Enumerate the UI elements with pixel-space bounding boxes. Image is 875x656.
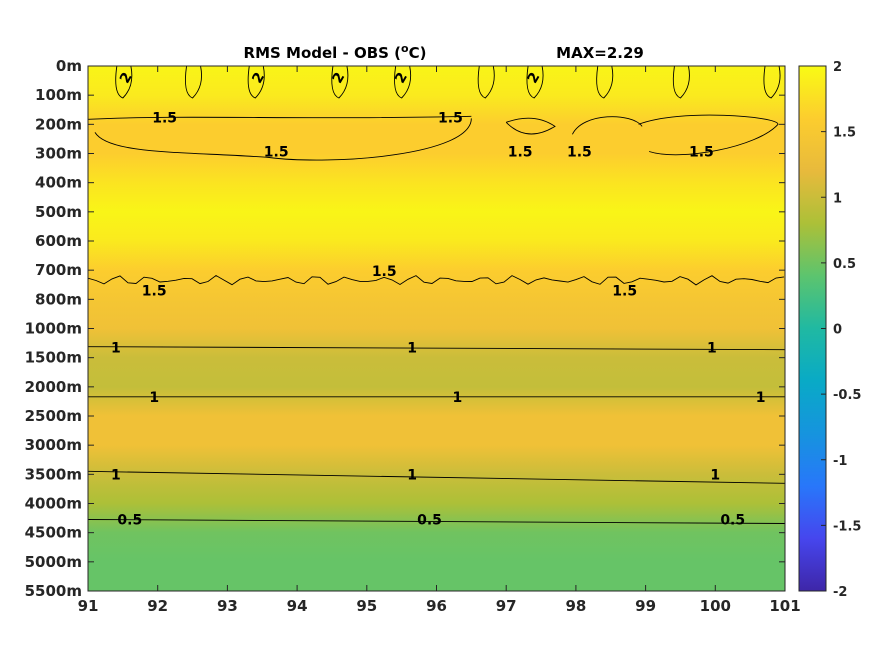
y-tick-label: 0m [56,57,82,75]
colorbar-tick-label: 1.5 [833,126,856,141]
x-tick-label: 101 [769,597,800,615]
x-axis: 91 92 93 94 95 96 97 98 99 100 101 [78,66,801,615]
contour-2-line [526,65,544,99]
contour-label: 1.5 [264,145,289,161]
y-axis: 0m 100m 200m 300m 400m 500m 600m 700m 800m 1000m 1… [25,57,785,600]
contour-label: 1 [111,341,121,357]
colorbar-tick-label: 0.5 [833,257,856,272]
contour-label: 1 [453,390,463,406]
max-annotation: MAX=2.29 [556,44,644,62]
y-tick-label: 600m [35,232,82,250]
colorbar-tick-label: 1 [833,191,842,206]
colorbar-tick-label: -1.5 [833,519,861,534]
contour-2-line [596,65,614,99]
contour-label: 0.5 [117,513,142,529]
contour-label: 1.5 [438,110,463,126]
y-tick-label: 5500m [25,582,82,600]
y-tick-label: 400m [35,174,82,192]
y-tick-label: 200m [35,115,82,133]
contour-1-line [87,346,786,351]
contour-2-line [477,65,495,99]
contour-label: 0.5 [417,513,442,529]
y-tick-label: 2500m [25,407,82,425]
contour-0.5-line [87,519,786,524]
x-tick-label: 98 [565,597,586,615]
y-tick-label: 3500m [25,465,82,483]
colorbar-tick-label: -0.5 [833,388,861,403]
contour-1.5-line [572,116,643,135]
contour-label: 1.5 [142,283,167,299]
contour-2-line [394,65,412,99]
contour-label: 1 [407,467,417,483]
contour-1-line [87,470,786,484]
contour-label: 0.5 [720,513,745,529]
contour-label: 1.5 [372,264,397,280]
x-tick-label: 96 [426,597,447,615]
x-tick-label: 94 [287,597,308,615]
x-tick-label: 100 [700,597,731,615]
contour-label: 1 [756,390,766,406]
contour-1.5-line [505,117,556,135]
contour-2-line [672,65,690,99]
contour-label: 1.5 [508,145,533,161]
contour-label: 1.5 [612,283,637,299]
contour-lines [87,65,786,524]
x-tick-label: 93 [217,597,238,615]
y-tick-label: 300m [35,145,82,163]
x-tick-label: 92 [147,597,168,615]
y-tick-label: 500m [35,203,82,221]
contour-1.5-line [87,274,785,286]
x-tick-label: 99 [635,597,656,615]
contour-2-line [115,65,133,99]
y-tick-label: 3000m [25,436,82,454]
colorbar-axis: 2 1.5 1 0.5 0 -0.5 -1 -1.5 -2 [821,60,861,600]
x-tick-label: 95 [356,597,377,615]
contour-1.5-line [94,118,472,161]
contour-1.5-line [638,114,779,156]
contour-label: 1.5 [689,145,714,161]
contour-2-line [247,65,265,99]
contour-label: 1 [710,467,720,483]
contour-2-line [331,65,349,99]
contour-1.5-line [87,115,472,120]
contour-label: 1 [111,467,121,483]
colorbar-tick-label: 2 [833,60,842,75]
contour-label: 1.5 [567,145,592,161]
x-tick-label: 97 [496,597,517,615]
y-tick-label: 5000m [25,553,82,571]
chart-title: RMS Model - OBS (oC) [244,42,427,62]
y-tick-label: 4000m [25,495,82,513]
contour-2-line [184,65,202,99]
y-tick-label: 1000m [25,320,82,338]
y-tick-label: 1500m [25,349,82,367]
x-tick-label: 91 [78,597,99,615]
contour-label: 1 [407,341,417,357]
colorbar-tick-label: -2 [833,585,847,600]
y-tick-label: 4500m [25,524,82,542]
colorbar-tick-label: -1 [833,454,847,469]
heatmap-field [88,66,785,591]
contour-label: 1 [149,390,159,406]
colorbar-tick-label: 0 [833,323,842,338]
y-tick-label: 800m [35,290,82,308]
y-tick-label: 2000m [25,378,82,396]
contour-2-line [763,65,781,99]
y-tick-label: 100m [35,86,82,104]
contour-label: 1 [707,341,717,357]
y-tick-label: 700m [35,261,82,279]
contour-label: 1.5 [152,110,177,126]
